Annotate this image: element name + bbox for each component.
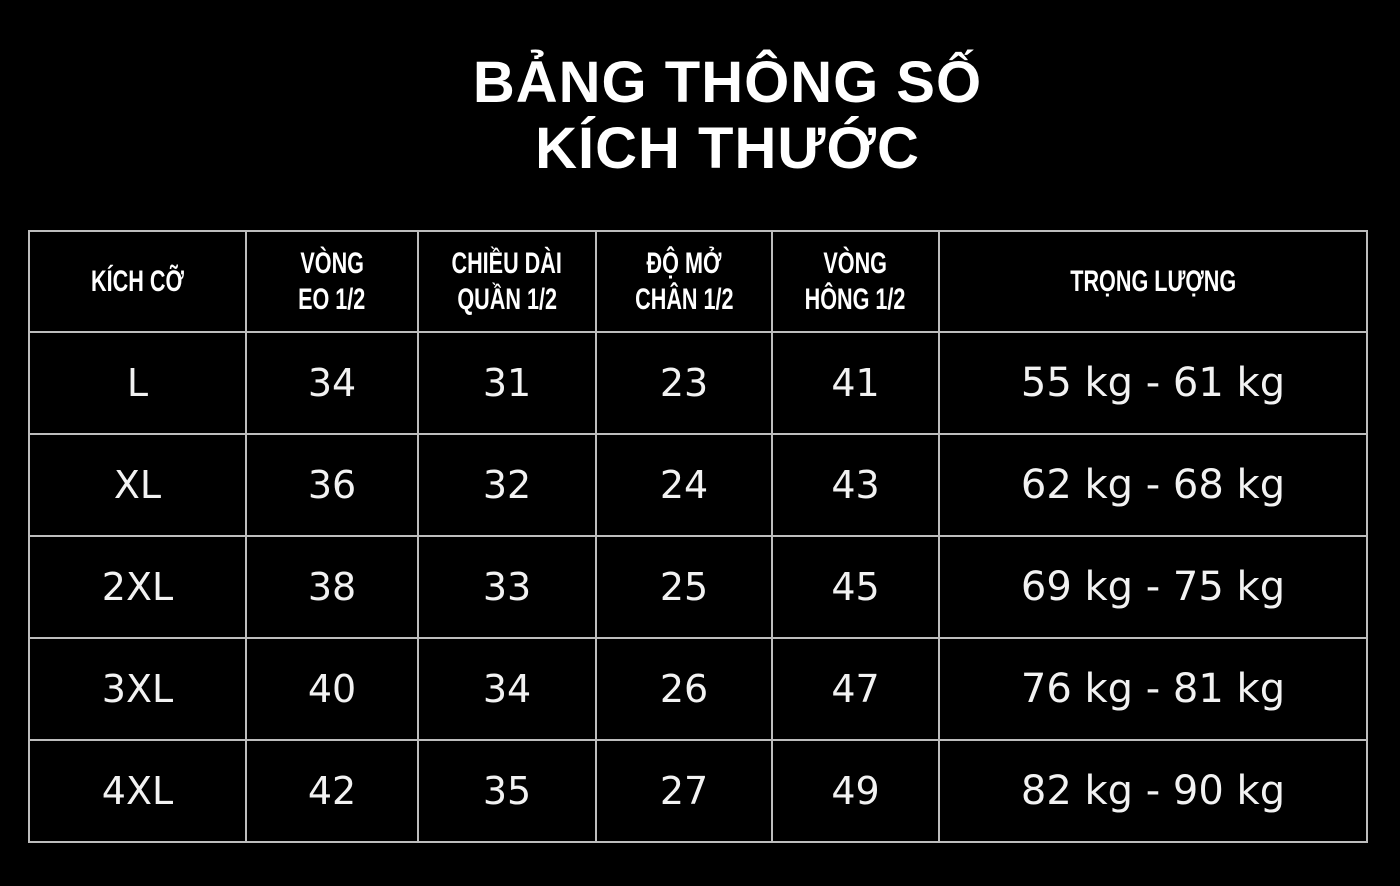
header-row: KÍCH CỠ VÒNG EO 1/2 CHIỀU DÀI QUẦN 1/2 ĐỘ …: [28, 230, 1368, 333]
cell-hip: 47: [771, 637, 940, 741]
cell-waist: 34: [245, 331, 419, 435]
cell-leg-opening: 24: [595, 433, 773, 537]
table-row: L 34 31 23 41 55 kg - 61 kg: [28, 331, 1368, 435]
cell-hip: 43: [771, 433, 940, 537]
cell-waist: 38: [245, 535, 419, 639]
cell-size: 3XL: [28, 637, 247, 741]
cell-weight: 69 kg - 75 kg: [938, 535, 1368, 639]
cell-weight: 82 kg - 90 kg: [938, 739, 1368, 843]
table-row: XL 36 32 24 43 62 kg - 68 kg: [28, 433, 1368, 537]
cell-length: 33: [417, 535, 597, 639]
header-size: KÍCH CỠ: [28, 230, 247, 333]
cell-hip: 45: [771, 535, 940, 639]
cell-weight: 62 kg - 68 kg: [938, 433, 1368, 537]
header-weight: TRỌNG LƯỢNG: [938, 230, 1368, 333]
title-line-1: BẢNG THÔNG SỐ: [472, 50, 983, 115]
cell-leg-opening: 26: [595, 637, 773, 741]
title-line-2: KÍCH THƯỚC: [535, 116, 920, 181]
cell-size: XL: [28, 433, 247, 537]
cell-waist: 40: [245, 637, 419, 741]
cell-waist: 42: [245, 739, 419, 843]
cell-size: 4XL: [28, 739, 247, 843]
cell-weight: 55 kg - 61 kg: [938, 331, 1368, 435]
header-hip: VÒNG HÔNG 1/2: [771, 230, 940, 333]
cell-weight: 76 kg - 81 kg: [938, 637, 1368, 741]
header-leg-opening: ĐỘ MỞ CHÂN 1/2: [595, 230, 773, 333]
cell-size: L: [28, 331, 247, 435]
size-chart-table: KÍCH CỠ VÒNG EO 1/2 CHIỀU DÀI QUẦN 1/2 ĐỘ …: [28, 230, 1368, 843]
page-title: BẢNG THÔNG SỐ KÍCH THƯỚC: [0, 50, 1400, 182]
table-row: 2XL 38 33 25 45 69 kg - 75 kg: [28, 535, 1368, 639]
cell-leg-opening: 23: [595, 331, 773, 435]
cell-hip: 49: [771, 739, 940, 843]
cell-leg-opening: 25: [595, 535, 773, 639]
cell-hip: 41: [771, 331, 940, 435]
cell-size: 2XL: [28, 535, 247, 639]
cell-length: 35: [417, 739, 597, 843]
table-row: 3XL 40 34 26 47 76 kg - 81 kg: [28, 637, 1368, 741]
cell-waist: 36: [245, 433, 419, 537]
cell-length: 32: [417, 433, 597, 537]
table-row: 4XL 42 35 27 49 82 kg - 90 kg: [28, 739, 1368, 843]
header-waist: VÒNG EO 1/2: [245, 230, 419, 333]
cell-length: 34: [417, 637, 597, 741]
header-length: CHIỀU DÀI QUẦN 1/2: [417, 230, 597, 333]
cell-leg-opening: 27: [595, 739, 773, 843]
cell-length: 31: [417, 331, 597, 435]
